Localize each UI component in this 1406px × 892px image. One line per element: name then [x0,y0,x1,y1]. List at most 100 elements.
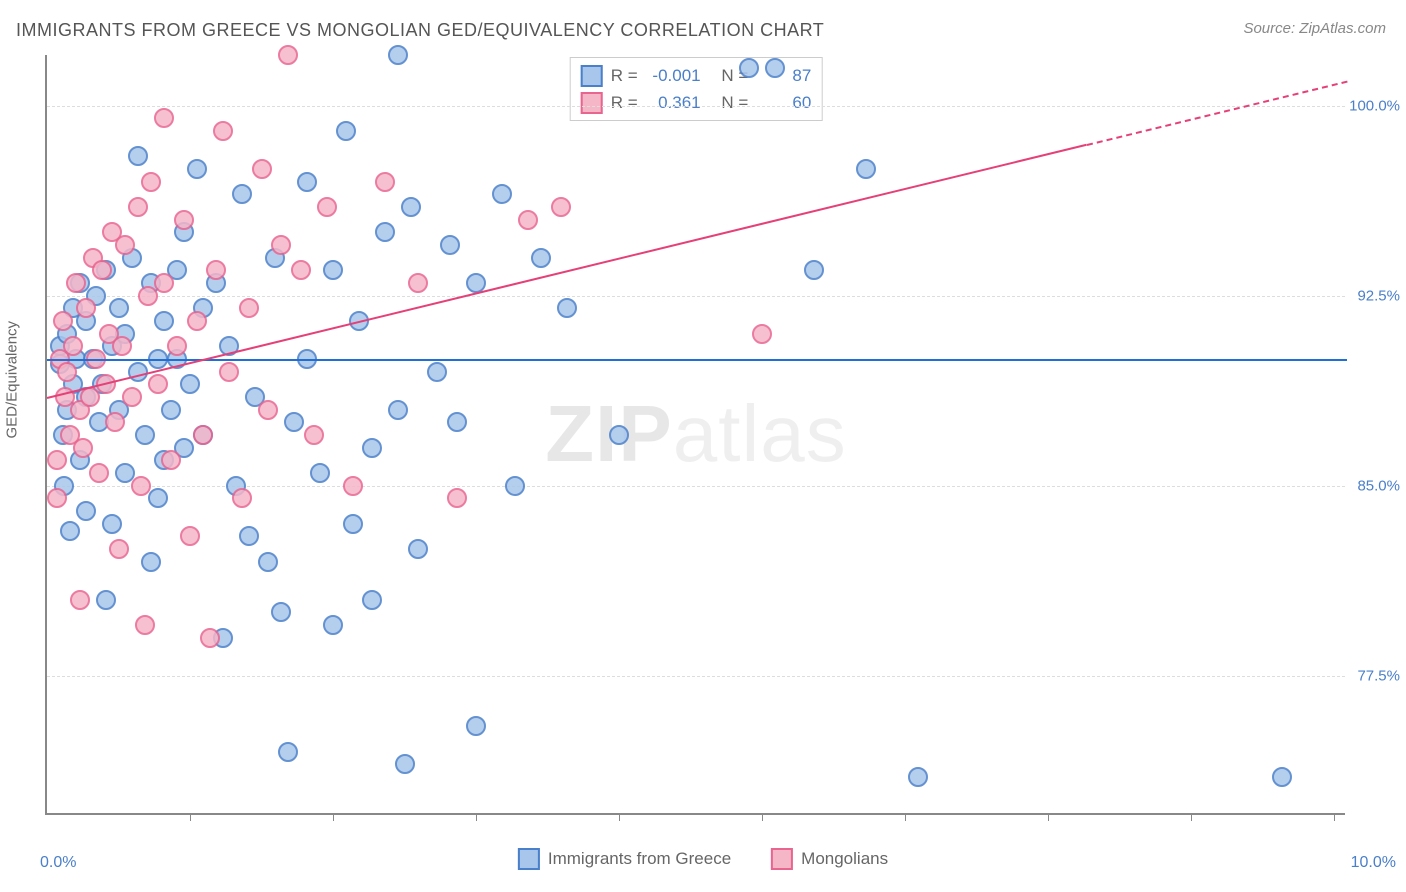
ytick-label: 85.0% [1357,477,1400,494]
scatter-point [92,260,112,280]
r-swatch-0 [581,65,603,87]
legend-item-1: Mongolians [771,848,888,870]
scatter-point [343,476,363,496]
trend-line [47,359,1347,361]
x-max-label: 10.0% [1351,854,1396,872]
legend-label-1: Mongolians [801,849,888,869]
scatter-point [278,742,298,762]
xtick [762,813,763,821]
scatter-point [131,476,151,496]
scatter-point [271,235,291,255]
scatter-point [76,298,96,318]
legend-item-0: Immigrants from Greece [518,848,731,870]
scatter-point [213,121,233,141]
scatter-point [395,754,415,774]
scatter-point [70,590,90,610]
x-min-label: 0.0% [40,854,76,872]
r-row-1: R = 0.361 N = 60 [581,89,812,116]
xtick [1334,813,1335,821]
scatter-point [609,425,629,445]
scatter-point [310,463,330,483]
source-label: Source: ZipAtlas.com [1243,20,1386,37]
scatter-point [258,552,278,572]
trend-line [1087,80,1347,145]
scatter-point [505,476,525,496]
scatter-point [53,311,73,331]
legend-swatch-1 [771,848,793,870]
scatter-point [109,298,129,318]
legend-swatch-0 [518,848,540,870]
scatter-point [531,248,551,268]
scatter-point [239,526,259,546]
scatter-point [336,121,356,141]
scatter-point [47,488,67,508]
xtick [1048,813,1049,821]
chart-container: IMMIGRANTS FROM GREECE VS MONGOLIAN GED/… [0,0,1406,892]
xtick [190,813,191,821]
scatter-point [492,184,512,204]
scatter-point [908,767,928,787]
scatter-point [115,235,135,255]
scatter-point [804,260,824,280]
scatter-point [271,602,291,622]
scatter-point [96,590,116,610]
scatter-point [102,514,122,534]
scatter-point [440,235,460,255]
scatter-point [856,159,876,179]
watermark: ZIPatlas [545,388,846,480]
scatter-point [252,159,272,179]
scatter-point [141,552,161,572]
ytick-label: 92.5% [1357,287,1400,304]
scatter-point [105,412,125,432]
scatter-point [148,374,168,394]
scatter-point [765,58,785,78]
scatter-point [187,159,207,179]
scatter-point [148,488,168,508]
scatter-point [408,539,428,559]
scatter-point [135,425,155,445]
scatter-point [128,146,148,166]
scatter-point [375,222,395,242]
scatter-point [76,501,96,521]
scatter-point [297,172,317,192]
r-value-1: 0.361 [646,89,701,116]
scatter-point [60,521,80,541]
scatter-point [154,108,174,128]
scatter-point [343,514,363,534]
legend: Immigrants from Greece Mongolians [518,848,888,870]
scatter-point [112,336,132,356]
scatter-point [180,526,200,546]
n-value-1: 60 [756,89,811,116]
scatter-point [232,488,252,508]
scatter-point [219,362,239,382]
scatter-point [362,590,382,610]
scatter-point [66,273,86,293]
y-axis-title: GED/Equivalency [4,321,21,439]
scatter-point [362,438,382,458]
scatter-point [551,197,571,217]
scatter-point [278,45,298,65]
scatter-point [200,628,220,648]
xtick [1191,813,1192,821]
watermark-b: atlas [673,389,847,478]
scatter-point [291,260,311,280]
scatter-point [232,184,252,204]
scatter-point [323,260,343,280]
gridline [47,296,1345,297]
plot-area: ZIPatlas R = -0.001 N = 87 R = 0.361 N =… [45,55,1345,815]
scatter-point [375,172,395,192]
r-swatch-1 [581,92,603,114]
scatter-point [323,615,343,635]
r-label: R = [611,62,638,89]
scatter-point [180,374,200,394]
scatter-point [154,273,174,293]
scatter-point [284,412,304,432]
xtick [333,813,334,821]
n-label: N = [721,89,748,116]
scatter-point [388,400,408,420]
scatter-point [73,438,93,458]
scatter-point [161,400,181,420]
scatter-point [739,58,759,78]
scatter-point [154,311,174,331]
scatter-point [128,197,148,217]
